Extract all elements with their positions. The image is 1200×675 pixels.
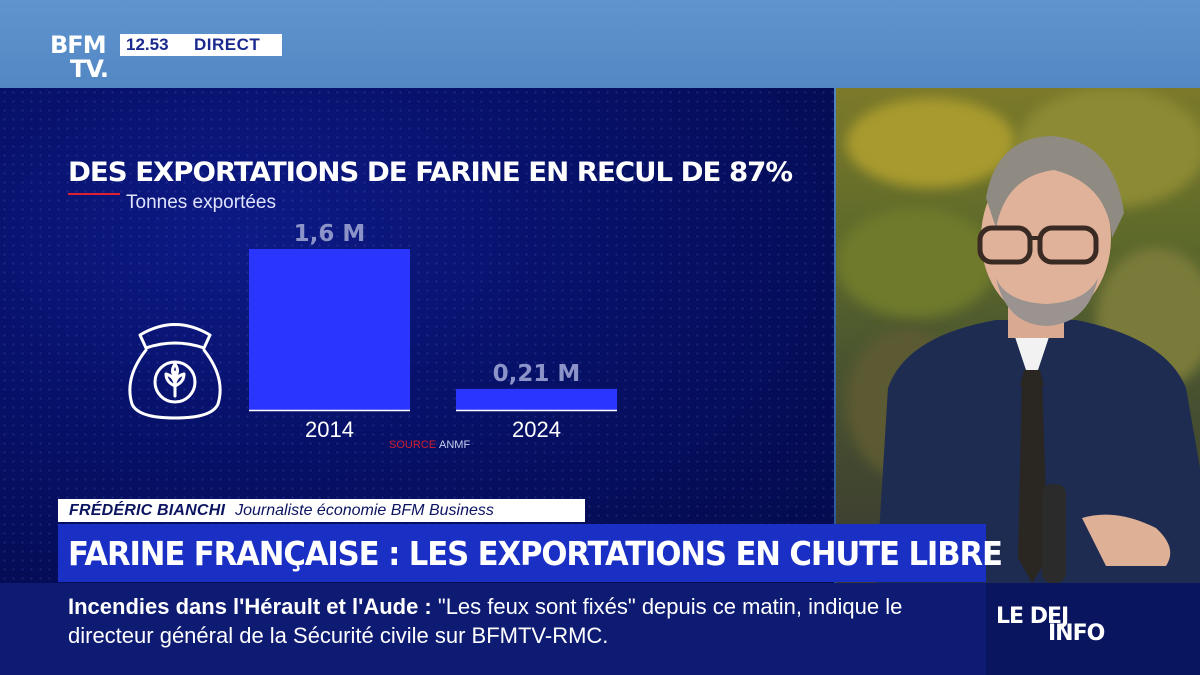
ticker-text: Incendies dans l'Hérault et l'Aude : "Le… xyxy=(68,592,968,650)
x-tick-2024: 2024 xyxy=(512,417,561,442)
channel-logo: BFM TV. xyxy=(50,33,116,83)
data-label-2014: 1,6 M xyxy=(294,221,366,247)
news-ticker: Incendies dans l'Hérault et l'Aude : "Le… xyxy=(0,583,986,675)
source-prefix: SOURCE xyxy=(389,439,436,451)
show-logo-line2: INFO xyxy=(1048,621,1105,646)
presenter xyxy=(876,136,1200,583)
ticker-body: "Les feux sont fixés" depuis ce matin, i… xyxy=(68,594,903,648)
bar-2024 xyxy=(456,388,617,410)
chart-title: DES EXPORTATIONS DE FARINE EN RECUL DE 8… xyxy=(68,157,793,188)
ticker-topic: Incendies dans l'Hérault et l'Aude : xyxy=(68,594,432,619)
clock-time: 12.53 xyxy=(126,35,169,54)
logo-line2: TV. xyxy=(70,55,109,83)
clock-strip: 12.53 DIRECT xyxy=(120,34,282,56)
headline: FARINE FRANÇAISE : LES EXPORTATIONS EN C… xyxy=(68,533,1003,573)
wheat-icon xyxy=(153,360,197,404)
x-tick-2014: 2014 xyxy=(305,417,354,442)
bar-2014 xyxy=(249,249,410,410)
show-logo-line1: LE DEJ xyxy=(996,604,1069,629)
source-text: ANMF xyxy=(439,439,470,451)
flour-sack-icon xyxy=(128,323,222,420)
y-axis-label: Tonnes exportées xyxy=(126,192,276,213)
data-label-2024: 0,21 M xyxy=(493,361,581,387)
bar-chart: DES EXPORTATIONS DE FARINE EN RECUL DE 8… xyxy=(68,157,794,451)
speaker-strip: FRÉDÉRIC BIANCHI Journaliste économie BF… xyxy=(58,499,585,522)
live-badge: DIRECT xyxy=(194,35,261,54)
video-feed xyxy=(836,88,1200,583)
speaker-name: FRÉDÉRIC BIANCHI xyxy=(69,501,226,519)
speaker-role: Journaliste économie BFM Business xyxy=(235,501,494,519)
logo-line1: BFM xyxy=(50,31,107,59)
show-logo: LE DEJ INFO xyxy=(986,583,1200,675)
headline-strip: FARINE FRANÇAISE : LES EXPORTATIONS EN C… xyxy=(58,524,1003,582)
